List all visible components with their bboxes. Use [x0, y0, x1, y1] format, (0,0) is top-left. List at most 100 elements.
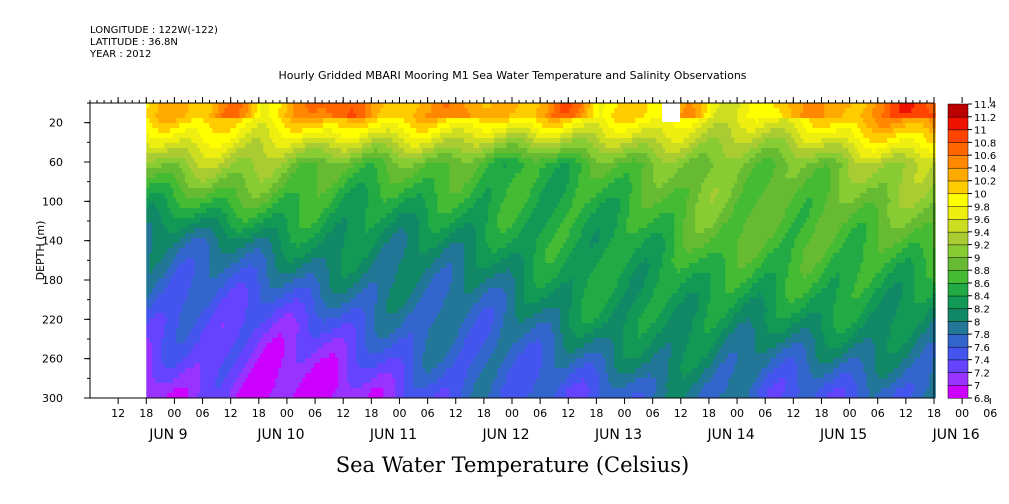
heatmap-cell — [281, 143, 285, 149]
heatmap-cell — [221, 318, 225, 324]
heatmap-cell — [224, 143, 228, 149]
heatmap-cell — [146, 223, 150, 229]
heatmap-cell — [215, 183, 219, 189]
heatmap-cell — [260, 263, 264, 269]
heatmap-cell — [215, 383, 219, 389]
heatmap-cell — [203, 173, 207, 179]
heatmap-cell — [365, 323, 369, 329]
heatmap-cell — [179, 323, 183, 329]
heatmap-cell — [224, 223, 228, 229]
heatmap-cell — [170, 173, 174, 179]
heatmap-cell — [368, 248, 372, 254]
heatmap-cell — [185, 378, 189, 384]
heatmap-cell — [197, 148, 201, 154]
heatmap-cell — [185, 353, 189, 359]
heatmap-cell — [338, 353, 342, 359]
heatmap-cell — [275, 343, 279, 349]
heatmap-cell — [167, 218, 171, 224]
heatmap-cell — [179, 228, 183, 234]
heatmap-cell — [194, 208, 198, 214]
heatmap-cell — [188, 368, 192, 374]
heatmap-cell — [266, 233, 270, 239]
heatmap-cell — [209, 163, 213, 169]
heatmap-cell — [221, 138, 225, 144]
heatmap-cell — [176, 328, 180, 334]
heatmap-cell — [224, 373, 228, 379]
heatmap-cell — [347, 188, 351, 194]
heatmap-cell — [170, 178, 174, 184]
heatmap-cell — [248, 383, 252, 389]
heatmap-cell — [383, 143, 387, 149]
heatmap-cell — [164, 178, 168, 184]
heatmap-cell — [149, 113, 153, 119]
heatmap-cell — [179, 333, 183, 339]
heatmap-cell — [218, 283, 222, 289]
heatmap-cell — [164, 183, 168, 189]
heatmap-cell — [245, 263, 249, 269]
heatmap-cell — [362, 303, 366, 309]
heatmap-cell — [245, 193, 249, 199]
heatmap-cell — [308, 128, 312, 134]
heatmap-cell — [248, 198, 252, 204]
heatmap-cell — [317, 243, 321, 249]
heatmap-cell — [386, 353, 390, 359]
heatmap-cell — [221, 343, 225, 349]
heatmap-cell — [221, 333, 225, 339]
heatmap-cell — [275, 373, 279, 379]
heatmap-cell — [296, 298, 300, 304]
heatmap-cell — [257, 123, 261, 129]
heatmap-cell — [293, 288, 297, 294]
heatmap-cell — [251, 343, 255, 349]
heatmap-cell — [317, 133, 321, 139]
heatmap-cell — [203, 153, 207, 159]
heatmap-cell — [155, 238, 159, 244]
heatmap-cell — [386, 193, 390, 199]
heatmap-cell — [176, 343, 180, 349]
heatmap-cell — [146, 293, 150, 299]
heatmap-cell — [203, 273, 207, 279]
heatmap-cell — [263, 193, 267, 199]
heatmap-cell — [395, 303, 399, 309]
heatmap-cell — [209, 378, 213, 384]
heatmap-cell — [230, 238, 234, 244]
heatmap-cell — [200, 323, 204, 329]
heatmap-cell — [239, 113, 243, 119]
heatmap-cell — [317, 308, 321, 314]
heatmap-cell — [359, 233, 363, 239]
heatmap-cell — [287, 213, 291, 219]
heatmap-cell — [296, 213, 300, 219]
heatmap-cell — [164, 263, 168, 269]
heatmap-cell — [398, 258, 402, 264]
heatmap-cell — [212, 153, 216, 159]
heatmap-cell — [257, 198, 261, 204]
heatmap-cell — [353, 108, 357, 114]
heatmap-cell — [215, 328, 219, 334]
heatmap-cell — [338, 288, 342, 294]
heatmap-cell — [164, 153, 168, 159]
heatmap-cell — [335, 213, 339, 219]
heatmap-cell — [353, 213, 357, 219]
heatmap-cell — [377, 128, 381, 134]
heatmap-cell — [275, 188, 279, 194]
heatmap-cell — [308, 353, 312, 359]
heatmap-cell — [164, 163, 168, 169]
heatmap-cell — [239, 293, 243, 299]
heatmap-cell — [236, 333, 240, 339]
heatmap-cell — [164, 128, 168, 134]
heatmap-cell — [356, 293, 360, 299]
heatmap-cell — [293, 348, 297, 354]
heatmap-cell — [383, 268, 387, 274]
heatmap-cell — [299, 323, 303, 329]
heatmap-cell — [239, 188, 243, 194]
heatmap-cell — [296, 148, 300, 154]
heatmap-cell — [164, 383, 168, 389]
heatmap-cell — [242, 118, 246, 124]
heatmap-cell — [185, 173, 189, 179]
heatmap-cell — [257, 303, 261, 309]
heatmap-cell — [356, 288, 360, 294]
heatmap-cell — [215, 198, 219, 204]
heatmap-cell — [383, 373, 387, 379]
heatmap-cell — [362, 103, 366, 109]
heatmap-cell — [350, 183, 354, 189]
heatmap-cell — [323, 368, 327, 374]
